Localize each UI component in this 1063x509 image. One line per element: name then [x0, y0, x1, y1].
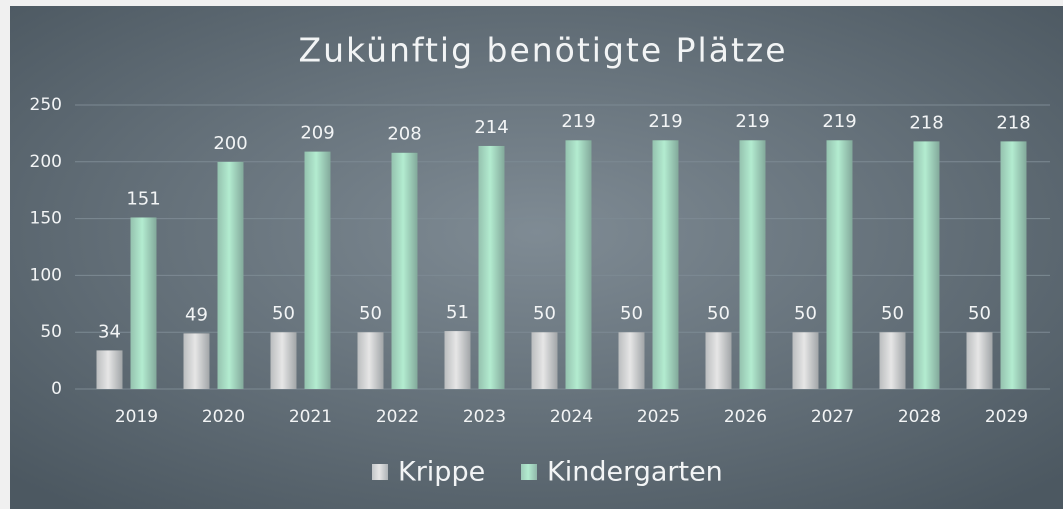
- bar: [618, 332, 645, 389]
- value-label: 219: [822, 111, 856, 132]
- bar: [792, 332, 819, 389]
- legend-label: Kindergarten: [547, 457, 723, 488]
- value-label: 50: [272, 303, 295, 324]
- y-tick-label: 250: [30, 95, 62, 115]
- bar: [130, 217, 157, 389]
- y-tick-label: 100: [30, 265, 62, 285]
- value-label: 51: [446, 302, 469, 323]
- value-label: 218: [909, 112, 943, 133]
- value-label: 50: [881, 303, 904, 324]
- bar: [444, 331, 471, 389]
- legend-swatch: [372, 464, 388, 480]
- value-label: 49: [185, 304, 208, 325]
- value-label: 218: [996, 112, 1030, 133]
- bar: [966, 332, 993, 389]
- x-tick-label: 2023: [463, 407, 506, 427]
- bar: [739, 140, 766, 389]
- chart-background: [10, 6, 1063, 509]
- y-tick-label: 50: [40, 322, 62, 342]
- x-tick-label: 2029: [985, 407, 1028, 427]
- value-label: 50: [620, 303, 643, 324]
- bar: [217, 161, 244, 389]
- bar: [565, 140, 592, 389]
- value-label: 50: [794, 303, 817, 324]
- value-label: 208: [387, 124, 421, 145]
- x-tick-label: 2025: [637, 407, 680, 427]
- bar: [879, 332, 906, 389]
- bar: [913, 141, 940, 389]
- x-tick-label: 2024: [550, 407, 593, 427]
- bar: [357, 332, 384, 389]
- bar: [705, 332, 732, 389]
- bar: [652, 140, 679, 389]
- bar: [478, 145, 505, 389]
- value-label: 200: [213, 133, 247, 154]
- x-tick-label: 2020: [202, 407, 245, 427]
- value-label: 214: [474, 117, 508, 138]
- x-tick-label: 2021: [289, 407, 332, 427]
- legend-label: Krippe: [398, 457, 485, 488]
- value-label: 50: [707, 303, 730, 324]
- value-label: 209: [300, 123, 334, 144]
- bar: [826, 140, 853, 389]
- bar: [391, 152, 418, 389]
- x-tick-label: 2027: [811, 407, 854, 427]
- bar: [1000, 141, 1027, 389]
- value-label: 219: [561, 111, 595, 132]
- value-label: 50: [359, 303, 382, 324]
- value-label: 50: [533, 303, 556, 324]
- x-tick-label: 2028: [898, 407, 941, 427]
- value-label: 219: [735, 111, 769, 132]
- bar: [96, 350, 123, 389]
- bar: [531, 332, 558, 389]
- bar: [304, 151, 331, 389]
- value-label: 219: [648, 111, 682, 132]
- y-tick-label: 150: [30, 209, 62, 229]
- x-tick-label: 2019: [115, 407, 158, 427]
- value-label: 34: [98, 321, 121, 342]
- x-tick-label: 2022: [376, 407, 419, 427]
- y-tick-label: 200: [30, 152, 62, 172]
- chart-title: Zukünftig benötigte Plätze: [298, 31, 787, 70]
- legend-swatch: [521, 464, 537, 480]
- value-label: 151: [126, 188, 160, 209]
- value-label: 50: [968, 303, 991, 324]
- y-tick-label: 0: [51, 379, 62, 399]
- bar: [183, 333, 210, 389]
- bar: [270, 332, 297, 389]
- x-tick-label: 2026: [724, 407, 767, 427]
